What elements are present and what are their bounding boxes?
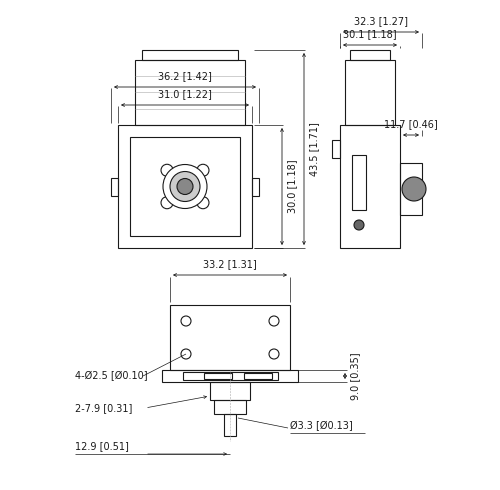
Bar bbox=[210, 382, 250, 400]
Bar bbox=[400, 163, 422, 215]
Text: 33.2 [1.31]: 33.2 [1.31] bbox=[203, 259, 257, 269]
Bar bbox=[118, 125, 252, 248]
Bar bbox=[130, 137, 240, 236]
Bar bbox=[204, 373, 232, 379]
Text: 12.9 [0.51]: 12.9 [0.51] bbox=[75, 441, 129, 451]
Text: 30.1 [1.18]: 30.1 [1.18] bbox=[343, 29, 397, 39]
Text: 43.5 [1.71]: 43.5 [1.71] bbox=[309, 122, 319, 176]
Bar bbox=[350, 50, 390, 60]
Circle shape bbox=[177, 178, 193, 195]
Text: 31.0 [1.22]: 31.0 [1.22] bbox=[158, 89, 212, 99]
Bar bbox=[135, 60, 245, 125]
Text: Ø3.3 [Ø0.13]: Ø3.3 [Ø0.13] bbox=[290, 421, 353, 431]
Bar bbox=[352, 155, 366, 210]
Bar bbox=[224, 414, 236, 436]
Text: 2-7.9 [0.31]: 2-7.9 [0.31] bbox=[75, 403, 132, 413]
Text: 36.2 [1.42]: 36.2 [1.42] bbox=[158, 71, 212, 81]
Bar bbox=[170, 305, 290, 370]
Circle shape bbox=[354, 220, 364, 230]
Text: 11.7 [0.46]: 11.7 [0.46] bbox=[384, 119, 438, 129]
Bar bbox=[142, 50, 238, 60]
Bar bbox=[332, 140, 340, 158]
Circle shape bbox=[163, 165, 207, 209]
Bar bbox=[252, 177, 259, 196]
Bar bbox=[244, 373, 272, 379]
Bar bbox=[183, 372, 278, 380]
Text: 4-Ø2.5 [Ø0.10]: 4-Ø2.5 [Ø0.10] bbox=[75, 371, 148, 381]
Text: 9.0 [0.35]: 9.0 [0.35] bbox=[350, 352, 360, 400]
Bar bbox=[214, 400, 246, 414]
Bar bbox=[345, 60, 395, 125]
Text: 32.3 [1.27]: 32.3 [1.27] bbox=[354, 16, 408, 26]
Circle shape bbox=[170, 172, 200, 201]
Circle shape bbox=[402, 177, 426, 201]
Bar bbox=[340, 125, 400, 248]
Bar bbox=[111, 177, 118, 196]
Text: 30.0 [1.18]: 30.0 [1.18] bbox=[287, 160, 297, 213]
Bar bbox=[162, 370, 298, 382]
